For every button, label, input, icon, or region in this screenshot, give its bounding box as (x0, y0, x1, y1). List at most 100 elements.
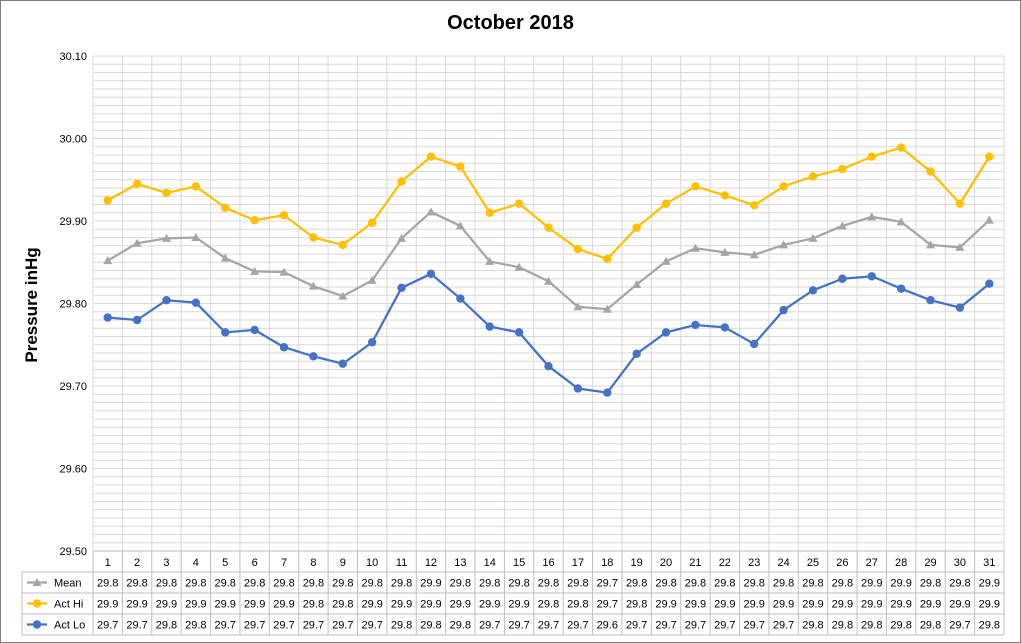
data-point (750, 339, 759, 349)
data-point (220, 253, 230, 262)
x-tick-label: 8 (310, 557, 316, 569)
data-point (456, 294, 465, 303)
x-tick-label: 5 (222, 557, 228, 569)
data-table-cell: 29.9 (979, 599, 1000, 611)
data-table-cell: 29.8 (126, 578, 147, 590)
data-table-cell: 29.8 (156, 578, 177, 590)
data-point (985, 152, 994, 161)
data-table-cell: 29.9 (861, 599, 882, 611)
data-point (720, 323, 730, 332)
data-table-cell: 29.9 (97, 599, 118, 611)
data-table-cell: 29.8 (332, 599, 353, 611)
data-point (955, 242, 965, 251)
data-table-cell: 29.9 (685, 599, 706, 611)
data-point (103, 256, 113, 265)
data-point (279, 343, 289, 352)
data-point (397, 283, 406, 293)
data-point (985, 279, 994, 288)
x-tick-label: 24 (777, 557, 789, 569)
data-point (132, 238, 142, 247)
data-table-cell: 29.7 (126, 620, 147, 632)
data-table-cell: 29.9 (361, 599, 382, 611)
x-tick-label: 22 (719, 557, 731, 569)
data-point (279, 267, 289, 276)
data-table-cell: 29.8 (685, 578, 706, 590)
data-point (397, 177, 406, 186)
data-point (661, 256, 671, 265)
data-table-cell: 29.9 (244, 599, 265, 611)
data-point (162, 296, 171, 305)
data-table-cell: 29.9 (949, 599, 970, 611)
data-table-cell: 29.7 (361, 620, 382, 632)
data-table-cell: 29.8 (802, 578, 823, 590)
x-tick-label: 18 (601, 557, 613, 569)
data-table-cell: 29.8 (450, 620, 471, 632)
data-table-cell: 29.9 (479, 599, 500, 611)
data-table-cell: 29.9 (890, 578, 911, 590)
data-table-cell: 29.8 (567, 578, 588, 590)
data-table-cell: 29.9 (655, 599, 676, 611)
data-table-cell: 29.9 (420, 599, 441, 611)
data-table-cell: 29.9 (920, 599, 941, 611)
data-table-cell: 29.8 (920, 620, 941, 632)
data-point (720, 191, 730, 200)
data-point (808, 172, 818, 181)
data-table-cell: 29.8 (244, 578, 265, 590)
legend-key-marker (32, 599, 42, 608)
data-table-cell: 29.9 (450, 599, 471, 611)
data-table-cell: 29.8 (567, 599, 588, 611)
data-table-cell: 29.9 (215, 599, 236, 611)
data-point (750, 201, 759, 210)
data-point (103, 196, 112, 205)
data-point (514, 199, 524, 208)
legend-label: Act Lo (54, 620, 85, 632)
x-tick-label: 16 (542, 557, 554, 569)
x-tick-label: 2 (134, 557, 140, 569)
data-table-cell: 29.9 (508, 599, 529, 611)
x-tick-label: 15 (513, 557, 525, 569)
data-point (367, 338, 377, 347)
data-table-cell: 29.8 (303, 578, 324, 590)
data-table-cell: 29.8 (626, 578, 647, 590)
data-table-cell: 29.8 (303, 599, 324, 611)
data-table-cell: 29.8 (949, 578, 970, 590)
data-point (749, 250, 759, 259)
data-table-cell: 29.8 (215, 578, 236, 590)
data-point (867, 212, 877, 221)
data-point (544, 362, 553, 371)
gridlines (92, 55, 1005, 552)
data-table-cell: 29.8 (508, 578, 529, 590)
data-point (426, 269, 436, 278)
data-point (896, 143, 906, 152)
data-table-cell: 29.7 (743, 620, 764, 632)
data-table-cell: 29.9 (743, 599, 764, 611)
data-table-cell: 29.7 (303, 620, 324, 632)
data-point (896, 284, 906, 293)
data-point (896, 217, 906, 226)
data-point (955, 303, 965, 312)
data-table-cell: 29.9 (714, 599, 735, 611)
data-point (279, 211, 289, 220)
data-point (455, 221, 465, 230)
data-table-cell: 29.8 (156, 620, 177, 632)
x-tick-label: 31 (983, 557, 995, 569)
legend-key-marker (32, 620, 42, 629)
data-point (720, 247, 730, 256)
data-table-cell: 29.8 (743, 578, 764, 590)
x-tick-label: 19 (631, 557, 643, 569)
data-point (690, 243, 700, 252)
x-tick-label: 14 (484, 557, 496, 569)
data-table-cell: 29.8 (185, 620, 206, 632)
y-tick-label: 30.10 (59, 51, 87, 63)
data-point (837, 221, 847, 230)
data-table-cell: 29.8 (920, 578, 941, 590)
data-table-cell: 29.7 (244, 620, 265, 632)
data-point (485, 208, 494, 217)
data-point (691, 320, 700, 330)
x-tick-label: 21 (689, 557, 701, 569)
data-table-cell: 29.9 (832, 599, 853, 611)
data-point (867, 272, 876, 281)
data-table-cell: 29.8 (332, 578, 353, 590)
data-point (221, 203, 230, 212)
data-point (426, 152, 436, 161)
